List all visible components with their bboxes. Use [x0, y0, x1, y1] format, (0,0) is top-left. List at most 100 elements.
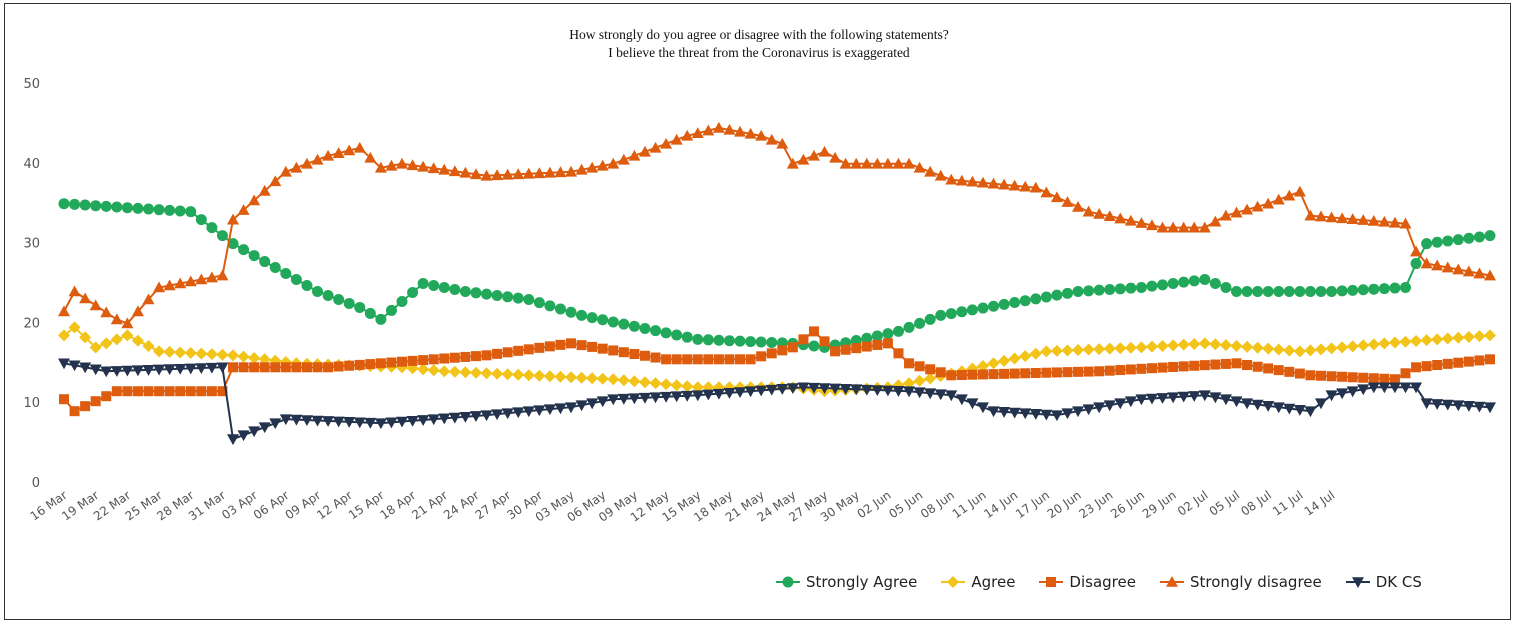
data-point	[300, 157, 313, 169]
data-point	[1473, 401, 1486, 413]
data-point	[407, 286, 419, 298]
data-point	[459, 411, 472, 423]
data-point	[353, 141, 366, 153]
data-point	[1462, 401, 1475, 412]
data-point	[565, 306, 577, 318]
data-point	[946, 370, 957, 381]
data-point	[1273, 365, 1284, 376]
data-point	[1167, 339, 1180, 352]
data-point	[195, 363, 208, 375]
data-point	[861, 332, 873, 344]
data-point	[59, 394, 69, 405]
data-point	[1230, 340, 1243, 353]
data-point	[396, 416, 409, 428]
data-point	[681, 129, 694, 141]
data-point	[311, 153, 324, 165]
series-line-disagree	[63, 330, 1491, 413]
data-point	[228, 362, 239, 373]
legend-item-strongly-disagree[interactable]: Strongly disagree	[1159, 573, 1322, 591]
legend-symbol-triangle-up-icon	[1159, 576, 1184, 587]
data-point	[1061, 408, 1074, 420]
data-point	[1241, 203, 1254, 215]
data-point	[322, 289, 334, 301]
data-point	[608, 345, 619, 356]
x-tick-label: 21 Apr	[409, 488, 450, 522]
data-point	[1378, 337, 1391, 350]
chart-subtitle: I believe the threat from the Coronaviru…	[608, 45, 910, 60]
data-point	[238, 362, 249, 373]
data-point	[1125, 364, 1136, 375]
data-point	[1462, 330, 1475, 343]
data-point	[1294, 368, 1305, 379]
data-point	[1241, 398, 1254, 410]
data-point	[850, 384, 863, 396]
data-point	[966, 175, 979, 187]
x-tick-label: 09 Apr	[283, 488, 324, 522]
data-point	[1315, 285, 1327, 297]
legend-item-strongly-agree[interactable]: Strongly Agree	[776, 573, 917, 591]
data-point	[1262, 197, 1275, 209]
data-point	[1304, 285, 1316, 297]
data-point	[661, 354, 672, 365]
data-point	[1273, 285, 1285, 297]
data-point	[1272, 343, 1285, 356]
data-point	[924, 165, 937, 177]
data-point	[502, 291, 514, 303]
data-point	[1135, 394, 1148, 406]
data-point	[1029, 181, 1042, 193]
data-point	[925, 364, 936, 375]
data-point	[1314, 398, 1327, 410]
data-point	[586, 161, 599, 173]
data-point	[1082, 404, 1095, 416]
data-point	[501, 168, 514, 180]
data-point	[1263, 363, 1274, 374]
data-point	[575, 163, 588, 175]
data-point	[354, 301, 366, 313]
data-point	[1346, 340, 1359, 353]
legend-item-disagree[interactable]: Disagree	[1039, 573, 1136, 591]
x-tick-label: 03 Apr	[219, 488, 260, 522]
data-point	[650, 325, 662, 337]
legend-symbol-diamond-icon	[941, 576, 966, 588]
data-point	[1336, 341, 1349, 354]
data-point	[1114, 342, 1127, 355]
data-point	[554, 166, 567, 178]
data-point	[904, 358, 915, 369]
data-point	[1157, 279, 1169, 291]
data-point	[702, 334, 714, 346]
data-point	[439, 353, 450, 364]
data-point	[459, 285, 471, 297]
data-point	[966, 398, 979, 410]
data-point	[512, 168, 525, 180]
data-point	[469, 411, 482, 422]
data-point	[1325, 342, 1338, 355]
data-point	[249, 362, 260, 373]
data-point	[1378, 382, 1391, 394]
data-point	[354, 359, 365, 370]
data-point	[1188, 338, 1201, 351]
data-point	[1452, 263, 1465, 275]
data-point	[1283, 403, 1296, 415]
data-point	[1389, 374, 1400, 385]
data-point	[934, 169, 947, 181]
legend-item-agree[interactable]: Agree	[941, 573, 1015, 591]
legend-symbol-circle-icon	[776, 576, 800, 588]
data-point	[448, 365, 461, 378]
data-point	[1336, 388, 1349, 400]
data-point	[385, 159, 398, 171]
data-point	[174, 363, 187, 375]
data-point	[270, 362, 281, 373]
data-point	[121, 202, 133, 214]
data-point	[861, 341, 872, 352]
data-point	[723, 123, 736, 135]
legend-item-dk-cs[interactable]: DK CS	[1345, 573, 1422, 591]
data-point	[1421, 238, 1433, 250]
data-point	[343, 144, 356, 156]
data-point	[1061, 196, 1074, 207]
data-point	[966, 304, 978, 316]
data-point	[522, 369, 535, 382]
data-point	[280, 268, 292, 280]
data-point	[543, 166, 556, 178]
data-point	[586, 312, 598, 324]
data-point	[1167, 392, 1180, 404]
